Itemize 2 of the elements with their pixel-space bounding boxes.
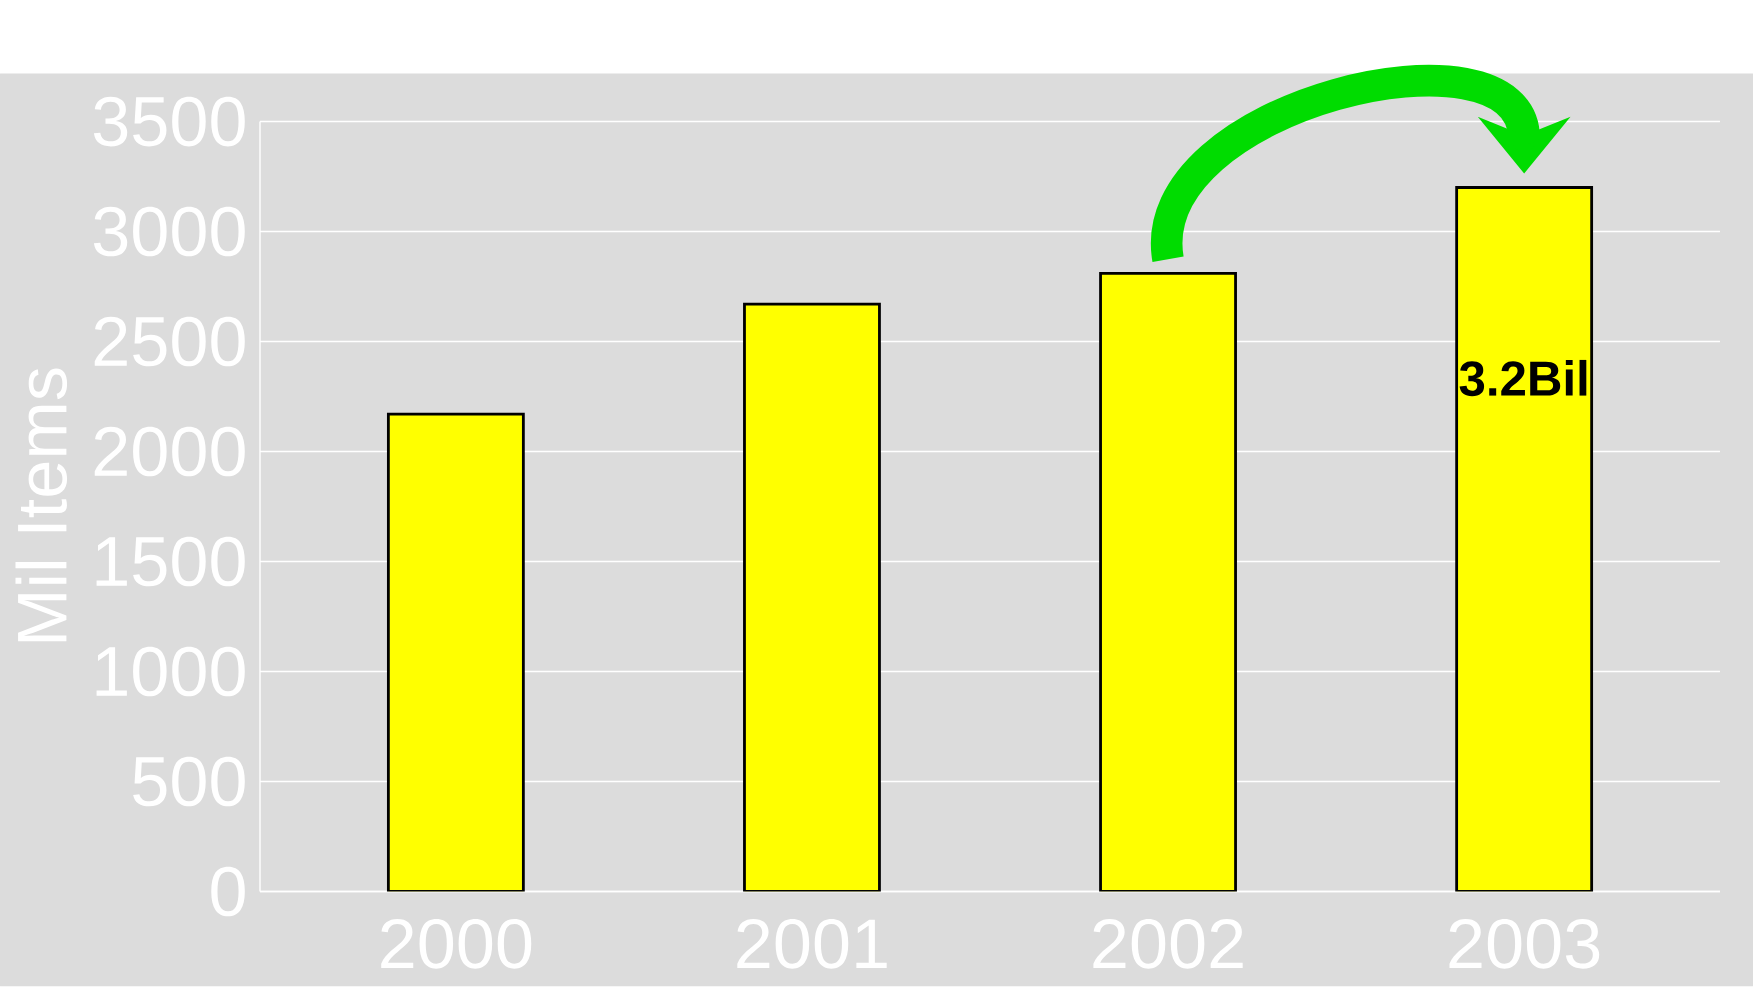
bar (1099, 272, 1237, 892)
annotation: 3.2Bil (1459, 360, 1587, 397)
